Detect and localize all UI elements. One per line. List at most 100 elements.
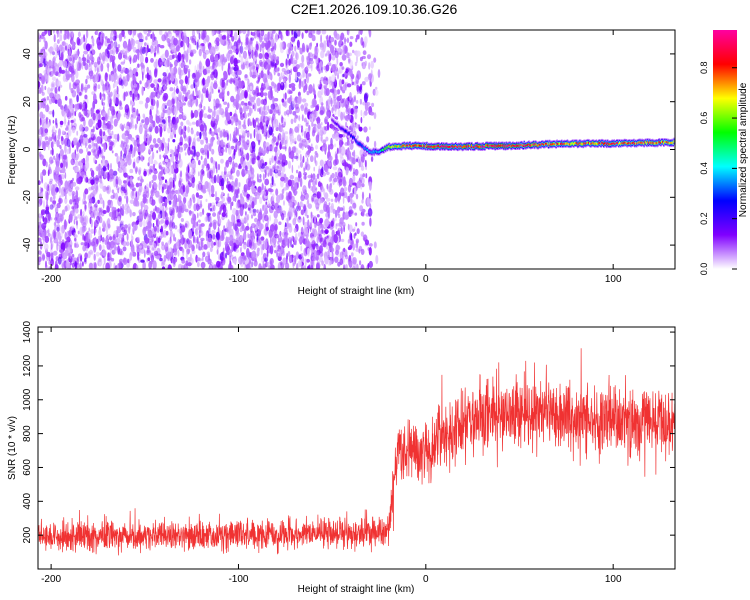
noise-cell bbox=[167, 118, 171, 123]
noise-cell bbox=[329, 155, 333, 162]
noise-cell bbox=[86, 75, 90, 80]
noise-cell bbox=[123, 180, 127, 184]
noise-cell bbox=[279, 230, 282, 237]
noise-cell bbox=[310, 173, 313, 180]
noise-cell bbox=[149, 123, 154, 129]
noise-cell bbox=[164, 158, 169, 163]
noise-cell bbox=[96, 30, 99, 36]
noise-cell bbox=[239, 227, 243, 233]
noise-cell bbox=[243, 241, 247, 245]
noise-cell bbox=[166, 109, 171, 116]
noise-cell bbox=[331, 107, 334, 114]
noise-cell bbox=[204, 181, 209, 189]
noise-cell bbox=[173, 106, 178, 116]
noise-cell bbox=[193, 221, 198, 229]
noise-cell bbox=[182, 113, 187, 120]
noise-cell bbox=[59, 120, 64, 125]
noise-cell bbox=[153, 36, 157, 41]
noise-cell bbox=[315, 144, 318, 150]
noise-cell bbox=[313, 166, 316, 172]
noise-cell bbox=[259, 87, 265, 92]
noise-cell bbox=[347, 106, 351, 110]
noise-cell bbox=[348, 245, 353, 250]
noise-cell bbox=[169, 207, 172, 214]
noise-cell bbox=[177, 67, 182, 76]
noise-cell bbox=[181, 248, 185, 253]
noise-cell bbox=[241, 80, 243, 88]
noise-cell bbox=[60, 69, 66, 74]
noise-cell bbox=[363, 126, 368, 133]
noise-cell bbox=[231, 35, 235, 42]
noise-cell bbox=[255, 43, 259, 51]
noise-cell bbox=[262, 173, 265, 181]
noise-cell bbox=[74, 242, 77, 248]
noise-cell bbox=[250, 37, 255, 41]
noise-cell bbox=[341, 66, 345, 70]
noise-cell bbox=[258, 223, 263, 231]
noise-cell bbox=[257, 159, 261, 168]
noise-cell bbox=[139, 54, 144, 64]
noise-cell bbox=[312, 173, 316, 181]
noise-cell bbox=[308, 124, 311, 131]
noise-cell bbox=[145, 183, 149, 192]
noise-cell bbox=[296, 150, 302, 154]
noise-cell bbox=[103, 224, 106, 232]
noise-cell bbox=[258, 263, 262, 269]
noise-cell bbox=[232, 131, 236, 138]
noise-cell bbox=[349, 142, 354, 151]
noise-cell bbox=[145, 198, 149, 204]
noise-cell bbox=[283, 93, 285, 100]
noise-cell bbox=[174, 173, 177, 182]
noise-cell bbox=[291, 46, 294, 52]
noise-cell bbox=[196, 137, 201, 142]
noise-cell bbox=[289, 174, 295, 180]
noise-cell bbox=[313, 183, 316, 190]
noise-cell bbox=[161, 142, 165, 152]
noise-cell bbox=[108, 168, 114, 176]
noise-cell bbox=[168, 122, 172, 129]
noise-cell bbox=[155, 255, 161, 259]
noise-cell bbox=[243, 231, 247, 241]
noise-cell bbox=[53, 231, 56, 240]
noise-cell bbox=[251, 250, 257, 260]
noise-cell bbox=[288, 254, 293, 264]
noise-cell bbox=[315, 117, 321, 122]
noise-cell bbox=[120, 160, 125, 166]
noise-cell bbox=[172, 199, 177, 207]
noise-cell bbox=[360, 116, 363, 124]
noise-cell bbox=[55, 186, 59, 193]
noise-cell bbox=[182, 184, 186, 193]
noise-cell bbox=[355, 158, 358, 163]
noise-cell bbox=[229, 68, 233, 75]
noise-cell bbox=[59, 249, 64, 253]
noise-cell bbox=[98, 207, 102, 213]
noise-cell bbox=[88, 64, 93, 72]
noise-cell bbox=[279, 179, 284, 188]
noise-cell bbox=[191, 159, 197, 168]
noise-cell bbox=[300, 104, 305, 112]
noise-cell bbox=[221, 92, 225, 100]
noise-cell bbox=[155, 82, 158, 89]
noise-cell bbox=[342, 179, 347, 187]
noise-cell bbox=[161, 53, 166, 62]
noise-cell bbox=[124, 162, 128, 167]
noise-cell bbox=[190, 150, 193, 155]
noise-cell bbox=[41, 140, 46, 150]
noise-cell bbox=[337, 109, 341, 117]
noise-cell bbox=[56, 156, 59, 160]
noise-cell bbox=[122, 142, 128, 148]
noise-cell bbox=[122, 257, 128, 265]
noise-cell bbox=[177, 229, 181, 233]
noise-cell bbox=[349, 164, 353, 172]
noise-cell bbox=[355, 193, 359, 200]
noise-cell bbox=[130, 248, 134, 255]
noise-cell bbox=[48, 163, 51, 174]
noise-cell bbox=[245, 129, 248, 134]
noise-cell bbox=[310, 62, 313, 72]
noise-cell bbox=[90, 179, 95, 186]
noise-cell bbox=[57, 134, 61, 140]
noise-cell bbox=[210, 81, 214, 91]
noise-cell bbox=[339, 98, 345, 104]
figure-title: C2E1.2026.109.10.36.G26 bbox=[291, 1, 458, 17]
noise-cell bbox=[122, 240, 127, 247]
